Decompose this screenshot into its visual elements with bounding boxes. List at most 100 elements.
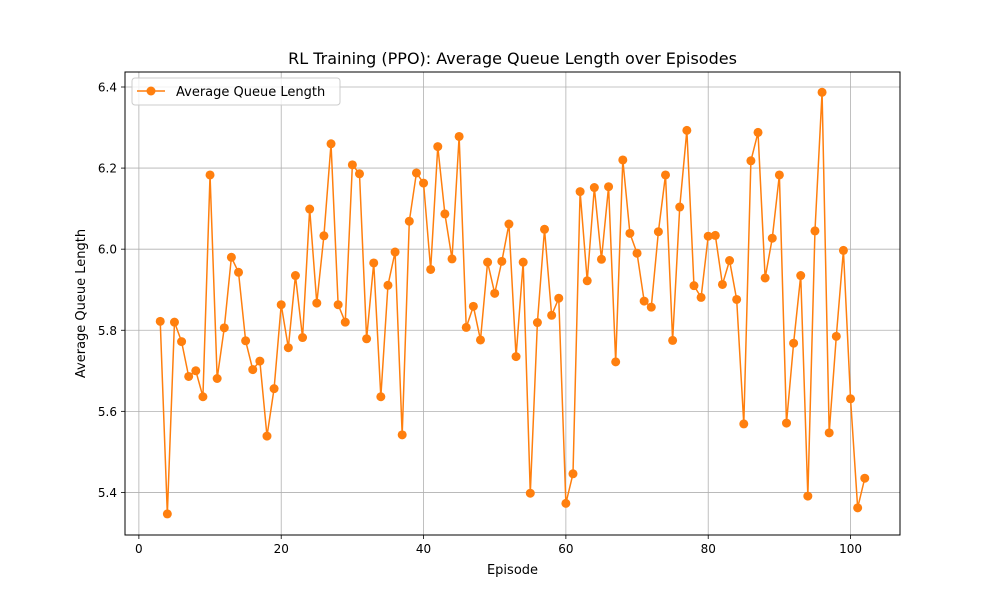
data-point: [177, 337, 187, 347]
data-point: [354, 169, 364, 179]
data-point: [611, 357, 621, 367]
y-tick-label: 5.6: [98, 405, 117, 419]
data-point: [340, 317, 350, 327]
axes: 0 20 40 60 80 100 5.4 5.6 5.8 6.0 6.2 6.4: [98, 81, 862, 556]
data-point: [468, 301, 478, 311]
x-tick-label: 20: [274, 542, 289, 556]
legend-marker-swatch: [146, 86, 156, 96]
legend: Average Queue Length: [131, 77, 341, 106]
data-point: [675, 202, 685, 212]
data-point: [255, 356, 265, 366]
data-point: [653, 227, 663, 237]
data-point: [596, 254, 606, 264]
data-point: [582, 276, 592, 286]
data-point: [525, 488, 535, 498]
data-point: [547, 310, 557, 320]
data-point: [276, 300, 286, 310]
data-point: [689, 281, 699, 291]
data-point: [219, 323, 229, 333]
data-point: [326, 139, 336, 149]
data-point: [383, 280, 393, 290]
data-point: [824, 428, 834, 438]
data-point: [717, 279, 727, 289]
data-point: [710, 230, 720, 240]
data-point: [568, 469, 578, 479]
x-tick-label: 40: [416, 542, 431, 556]
data-point: [497, 256, 507, 266]
legend-box: [131, 77, 341, 106]
data-point: [504, 219, 514, 229]
data-point: [860, 473, 870, 483]
data-point: [817, 87, 827, 97]
data-point: [789, 338, 799, 348]
data-point: [169, 317, 179, 327]
data-point: [561, 498, 571, 508]
x-tick-label: 100: [839, 542, 862, 556]
data-point: [461, 322, 471, 332]
data-point: [419, 178, 429, 188]
data-point: [554, 293, 564, 303]
y-tick-label: 6.2: [98, 162, 117, 176]
data-point: [575, 187, 585, 197]
data-point: [589, 183, 599, 193]
data-point: [411, 168, 421, 178]
data-point: [639, 296, 649, 306]
data-point: [447, 254, 457, 264]
y-tick-label: 5.4: [98, 486, 117, 500]
data-point: [312, 298, 322, 308]
data-point: [319, 231, 329, 241]
data-point: [440, 209, 450, 219]
x-tick-label: 0: [135, 542, 143, 556]
data-point: [397, 430, 407, 440]
data-point: [490, 288, 500, 298]
data-point: [290, 271, 300, 281]
data-point: [298, 333, 308, 343]
data-point: [668, 335, 678, 345]
data-point: [191, 366, 201, 376]
data-point: [483, 257, 493, 267]
x-tick-label: 60: [558, 542, 573, 556]
data-point: [212, 374, 222, 383]
data-point: [682, 125, 692, 135]
data-point: [511, 352, 521, 362]
data-point: [831, 331, 841, 341]
data-series: [155, 87, 870, 519]
x-tick-label: 80: [701, 542, 716, 556]
data-point: [739, 419, 749, 429]
data-point: [248, 365, 258, 375]
data-point: [454, 131, 464, 141]
data-point: [369, 258, 379, 268]
data-point: [646, 302, 656, 312]
data-point: [760, 273, 770, 283]
data-point: [475, 335, 485, 345]
chart-title: RL Training (PPO): Average Queue Length …: [288, 49, 737, 68]
y-tick-label: 6.0: [98, 243, 117, 257]
data-point: [661, 170, 671, 180]
data-point: [226, 252, 236, 262]
data-point: [632, 248, 642, 258]
data-point: [846, 394, 856, 404]
data-point: [347, 160, 357, 170]
data-point: [433, 142, 443, 152]
legend-label: Average Queue Length: [176, 85, 325, 100]
data-point: [305, 204, 315, 214]
data-point: [162, 509, 172, 519]
data-point: [618, 155, 628, 165]
data-point: [796, 271, 806, 281]
data-point: [426, 264, 436, 274]
plot-frame: [124, 71, 901, 536]
data-point: [803, 491, 813, 501]
data-point: [532, 318, 542, 328]
data-point: [838, 245, 848, 255]
data-point: [404, 216, 414, 226]
data-point: [703, 231, 713, 241]
data-point: [234, 267, 244, 277]
data-point: [155, 316, 165, 326]
data-point: [696, 292, 706, 302]
data-point: [205, 170, 215, 180]
data-point: [625, 228, 635, 238]
data-point: [767, 233, 777, 243]
data-point: [540, 224, 550, 234]
